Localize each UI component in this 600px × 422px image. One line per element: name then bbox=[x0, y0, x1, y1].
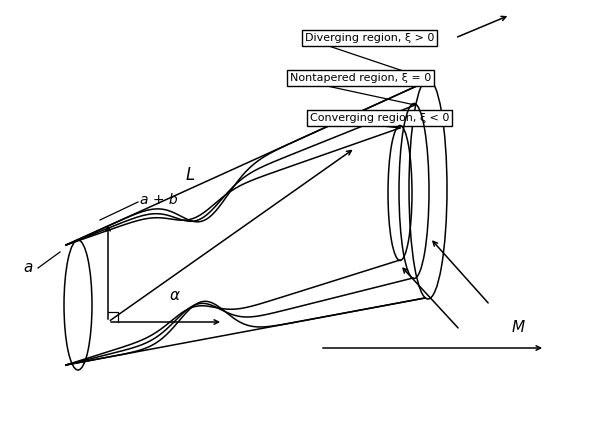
Text: Nontapered region, ξ = 0: Nontapered region, ξ = 0 bbox=[290, 73, 431, 83]
Text: M: M bbox=[511, 320, 524, 335]
Text: α: α bbox=[170, 287, 180, 303]
Text: a: a bbox=[23, 260, 32, 276]
Text: a + b: a + b bbox=[140, 193, 178, 207]
Text: Diverging region, ξ > 0: Diverging region, ξ > 0 bbox=[305, 33, 434, 43]
Text: L: L bbox=[185, 166, 194, 184]
Text: Converging region, ξ < 0: Converging region, ξ < 0 bbox=[310, 113, 449, 123]
